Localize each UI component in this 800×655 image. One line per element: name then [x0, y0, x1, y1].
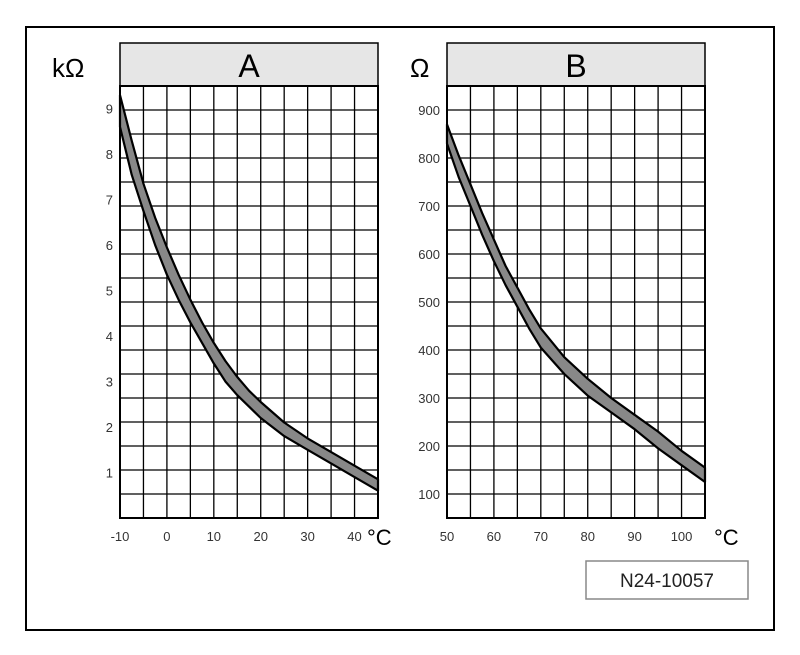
panel-a-header — [119, 42, 379, 87]
y-tick-label: 100 — [418, 487, 440, 502]
x-tick-label: 20 — [253, 529, 267, 544]
y-tick-label: 3 — [106, 375, 113, 390]
panel-a-title: A — [238, 48, 260, 84]
y-tick-label: 6 — [106, 238, 113, 253]
figure-code-box: N24-10057 — [585, 560, 749, 600]
panel-a-y-unit: kΩ — [52, 53, 84, 83]
panel-b-title: B — [565, 48, 586, 84]
y-tick-label: 300 — [418, 391, 440, 406]
y-tick-label: 2 — [106, 420, 113, 435]
y-tick-label: 1 — [106, 466, 113, 481]
x-tick-label: 0 — [163, 529, 170, 544]
x-tick-label: -10 — [111, 529, 130, 544]
x-tick-label: 50 — [440, 529, 454, 544]
y-tick-label: 9 — [106, 102, 113, 117]
panel-a: A kΩ 1 2 3 4 5 6 7 8 9 -10 0 10 20 30 40 °C — [52, 42, 392, 550]
x-tick-label: 90 — [627, 529, 641, 544]
y-tick-label: 600 — [418, 247, 440, 262]
y-tick-label: 4 — [106, 329, 113, 344]
panel-b-header — [446, 42, 706, 87]
x-tick-label: 80 — [580, 529, 594, 544]
y-tick-label: 200 — [418, 439, 440, 454]
panel-b-y-unit: Ω — [410, 53, 429, 83]
panel-a-x-unit: °C — [367, 525, 392, 550]
x-tick-label: 30 — [300, 529, 314, 544]
y-tick-label: 8 — [106, 147, 113, 162]
x-tick-label: 10 — [207, 529, 221, 544]
y-tick-label: 700 — [418, 199, 440, 214]
y-tick-label: 5 — [106, 284, 113, 299]
panel-b-plot: 100 200 300 400 500 600 700 800 900 50 60 70 80 90 100 — [418, 85, 707, 544]
panel-a-plot: 1 2 3 4 5 6 7 8 9 -10 0 10 20 30 40 — [106, 85, 380, 544]
panel-b: B Ω 100 200 300 400 500 600 700 800 900 50 60 70 80 9… — [410, 42, 739, 550]
y-tick-label: 900 — [418, 103, 440, 118]
panel-b-x-unit: °C — [714, 525, 739, 550]
y-tick-label: 500 — [418, 295, 440, 310]
plot-frame-1 — [446, 85, 706, 519]
x-tick-label: 70 — [534, 529, 548, 544]
plot-frame-0 — [119, 85, 379, 519]
x-tick-label: 60 — [487, 529, 501, 544]
x-tick-label: 40 — [347, 529, 361, 544]
figure-code: N24-10057 — [620, 571, 714, 592]
y-tick-label: 400 — [418, 343, 440, 358]
figure-code-frame — [585, 560, 749, 600]
y-tick-label: 800 — [418, 151, 440, 166]
y-tick-label: 7 — [106, 193, 113, 208]
x-tick-label: 100 — [671, 529, 693, 544]
